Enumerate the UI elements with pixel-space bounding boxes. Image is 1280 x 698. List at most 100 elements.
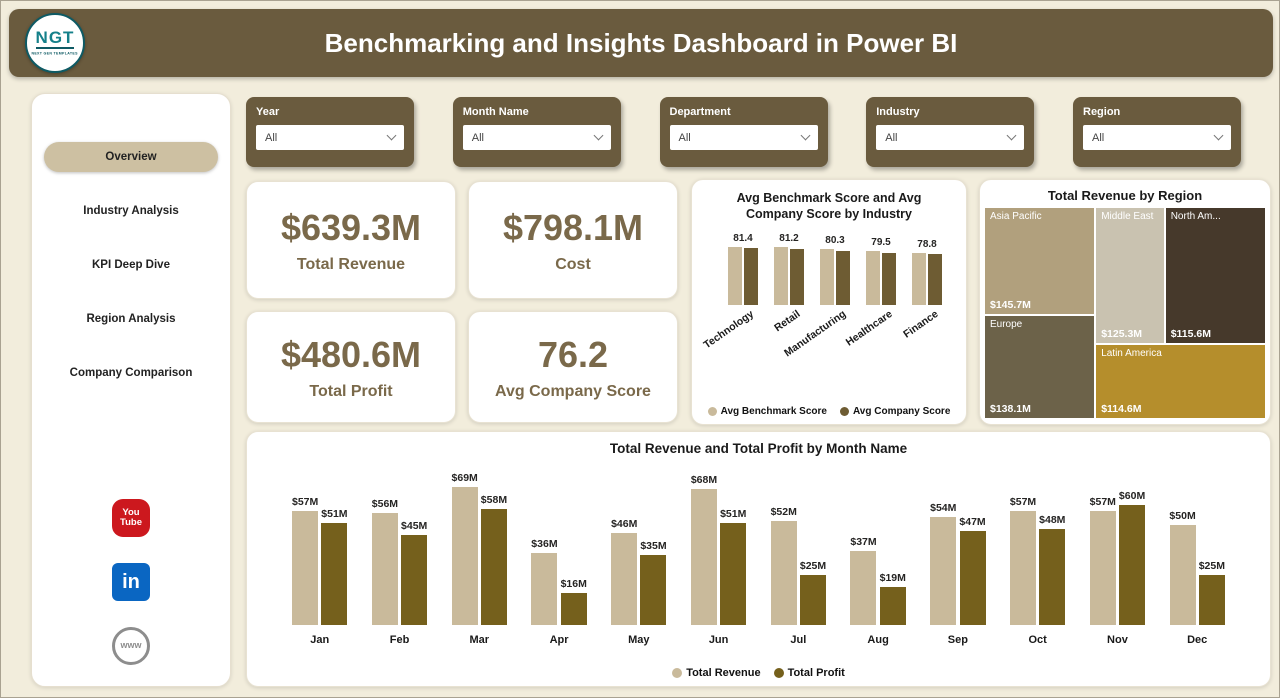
bar-pair [820,249,850,305]
slicer-dropdown-month-name[interactable]: All [462,125,611,150]
axis-month-label: Nov [1107,634,1128,646]
website-icon[interactable]: www [112,627,150,665]
avg-benchmark-score-bar[interactable] [820,249,834,305]
treemap-node-europe[interactable]: Europe $138.1M [985,316,1095,418]
month-group: $54M $47M Sep [930,502,986,646]
total-revenue-bar[interactable] [690,489,717,625]
data-label: $46M [611,518,638,530]
avg-company-score-bar[interactable] [882,252,896,305]
total-profit-bar[interactable] [879,587,906,625]
slicer-dropdown-year[interactable]: All [256,125,404,150]
legend-item-total-revenue[interactable]: Total Revenue [672,667,761,679]
sidebar-item-region-analysis[interactable]: Region Analysis [86,313,176,325]
avg-company-score-bar[interactable] [928,254,942,305]
linkedin-icon[interactable]: in [112,563,150,601]
avg-benchmark-score-bar[interactable] [866,251,880,305]
sidebar-item-industry-analysis[interactable]: Industry Analysis [83,205,179,217]
total-revenue-bar[interactable] [371,513,398,625]
sidebar-item-kpi-deep-dive[interactable]: KPI Deep Dive [92,259,170,271]
legend-label: Total Revenue [686,667,761,679]
treemap-node-latin-america[interactable]: Latin America $114.6M [1096,345,1265,418]
slicer-industry: Industry All [866,97,1035,167]
total-revenue-bar[interactable] [1089,511,1116,625]
slicer-department: Department All [659,97,828,167]
total-revenue-bar[interactable] [1010,511,1037,625]
avg-benchmark-score-bar[interactable] [728,246,742,305]
bar-pair: $54M $47M [930,502,986,625]
total-revenue-bar[interactable] [451,487,478,625]
bar-pair [774,247,804,305]
total-profit-bar[interactable] [1039,529,1066,625]
data-label: $60M [1118,490,1146,502]
bar-with-label: $52M [771,506,797,625]
avg-benchmark-score-bar[interactable] [774,247,788,305]
month-group: $68M $51M Jun [690,474,747,646]
slicer-dropdown-region[interactable]: All [1083,125,1231,150]
legend-item-avg-benchmark-score[interactable]: Avg Benchmark Score [707,406,827,417]
avg-benchmark-score-bar[interactable] [912,252,926,305]
ngt-logo: NGT NEXT GEN TEMPLATES [25,13,85,73]
total-revenue-bar[interactable] [531,553,558,625]
total-revenue-bar[interactable] [930,517,957,625]
total-profit-bar[interactable] [560,593,587,625]
total-profit-bar[interactable] [959,531,986,625]
chevron-down-icon [593,130,604,141]
filter-row: Year All Month Name All Department All Industr… [246,97,1241,167]
data-label: 81.2 [779,233,799,244]
avg-company-score-bar[interactable] [744,248,758,305]
sidebar-item-company-comparison[interactable]: Company Comparison [69,367,193,379]
bar-with-label: $57M [292,496,318,625]
bar-pair: $36M $16M [531,538,587,625]
total-profit-bar[interactable] [480,509,507,625]
total-profit-bar[interactable] [321,523,348,625]
slicer-selected-value: All [265,131,278,144]
sidebar-item-overview[interactable]: Overview [44,142,218,172]
treemap-value-label: $114.6M [1101,403,1142,415]
total-revenue-bar[interactable] [770,521,797,625]
treemap-value-label: $145.7M [990,299,1031,312]
bar-pair [728,246,758,305]
avg-company-score-bar[interactable] [790,248,804,305]
bar-pair: $37M $19M [850,536,906,625]
bar-with-label: $54M [930,502,956,625]
kpi-card-cost: $798.1M Cost [468,181,678,299]
treemap-node-middle-east[interactable]: Middle East $125.3M [1096,208,1164,344]
legend-item-total-profit[interactable]: Total Profit [773,667,845,679]
page-title: Benchmarking and Insights Dashboard in P… [324,28,958,58]
data-label: $16M [560,578,587,590]
total-profit-bar[interactable] [799,575,826,625]
slicer-dropdown-industry[interactable]: All [876,125,1025,150]
total-revenue-bar[interactable] [292,511,319,625]
legend-item-avg-company-score[interactable]: Avg Company Score [839,406,950,417]
slicer-selected-value: All [885,131,898,144]
treemap-node-north-am[interactable]: North Am... $115.6M [1165,208,1265,344]
total-revenue-bar[interactable] [1169,525,1196,625]
total-revenue-bar[interactable] [850,551,877,625]
total-profit-bar[interactable] [720,523,747,625]
total-profit-bar[interactable] [640,555,667,625]
bar-with-label: $69M [452,472,478,625]
data-label: $36M [531,538,558,550]
bar-with-label: $35M [640,540,667,625]
axis-month-label: Jul [790,634,807,646]
axis-month-label: May [628,634,650,646]
slicer-title: Department [669,106,731,118]
axis-month-label: Sep [947,634,968,646]
treemap-node-asia-pacific[interactable]: Asia Pacific $145.7M [985,208,1095,315]
bar-with-label: $57M [1090,496,1116,625]
legend-label: Avg Benchmark Score [720,406,827,417]
total-profit-bar[interactable] [1198,575,1225,625]
avg-company-score-bar[interactable] [836,251,850,305]
bar-pair [866,251,896,305]
slicer-dropdown-department[interactable]: All [669,125,818,150]
data-label: $25M [799,560,827,572]
total-profit-bar[interactable] [1119,505,1146,625]
month-group: $36M $16M Apr [531,538,587,646]
sidebar-nav: Overview Industry Analysis KPI Deep Dive Re… [32,94,230,388]
total-revenue-bar[interactable] [611,533,638,625]
total-profit-bar[interactable] [401,535,428,625]
data-label: $68M [690,474,718,486]
industry-bar-group: 78.8 Finance [901,239,942,341]
bar-with-label: $50M [1169,510,1196,625]
youtube-icon[interactable]: You Tube [112,499,150,537]
